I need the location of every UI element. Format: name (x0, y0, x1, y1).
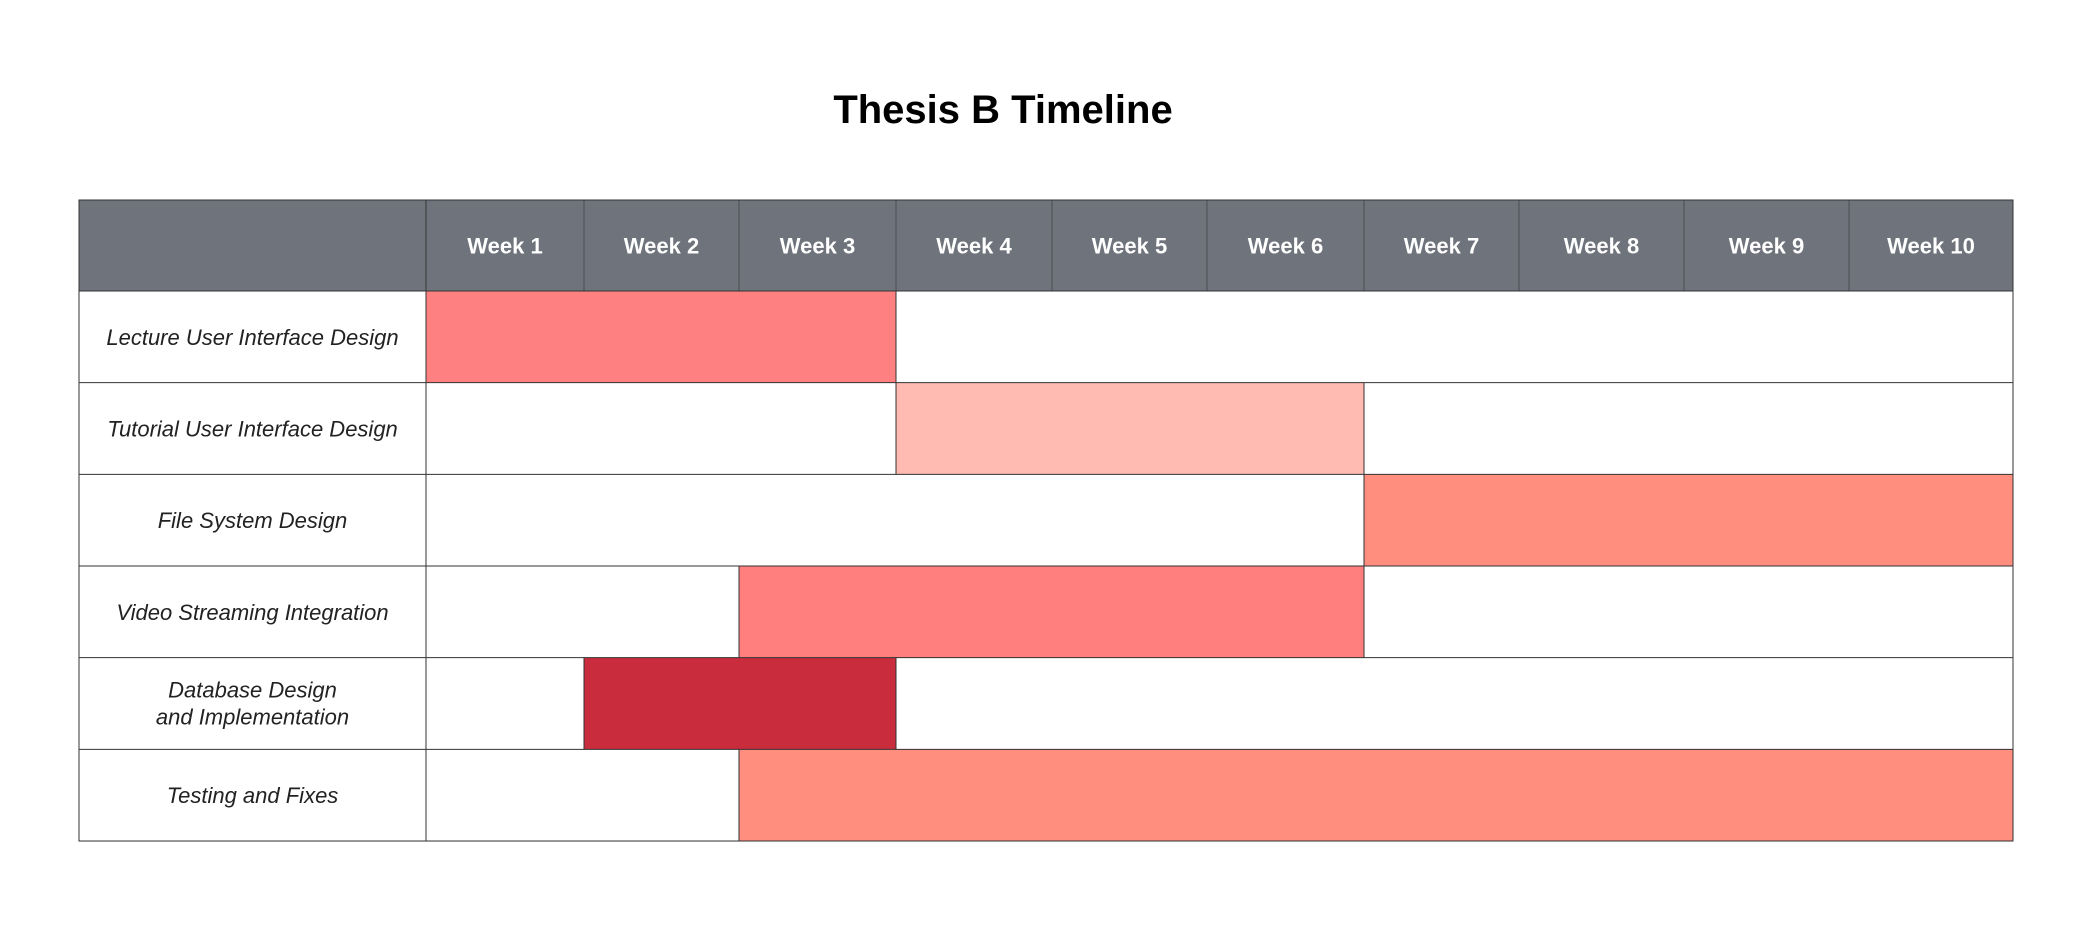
chart-title: Thesis B Timeline (833, 88, 1173, 132)
task-label: Lecture User Interface Design (106, 325, 398, 350)
week-label: Week 9 (1729, 234, 1804, 259)
labels: Week 1 Week 2 Week 3 Week 4 Week 5 Week 6 Week… (106, 234, 1974, 809)
week-label: Week 4 (936, 234, 1012, 259)
grid-lines (78, 199, 2014, 842)
task-label: File System Design (158, 508, 348, 533)
header-row (79, 200, 2013, 291)
header-background (79, 200, 2013, 291)
task-bar (739, 566, 1364, 658)
week-label: Week 5 (1092, 234, 1167, 259)
task-bar (896, 382, 1364, 475)
week-label: Week 7 (1404, 234, 1479, 259)
week-label: Week 10 (1887, 234, 1975, 259)
task-bar (739, 749, 2013, 842)
task-bars (426, 291, 2013, 842)
task-bar (426, 291, 896, 383)
week-label: Week 2 (624, 234, 699, 259)
task-bar (1364, 474, 2013, 567)
task-bar (584, 657, 896, 750)
table-border (78, 199, 2014, 842)
task-label: Testing and Fixes (167, 783, 339, 808)
task-label: Video Streaming Integration (116, 600, 388, 625)
week-label: Week 6 (1248, 234, 1323, 259)
task-label: Database Design and Implementation (156, 678, 349, 730)
week-label: Week 3 (780, 234, 855, 259)
task-label: Tutorial User Interface Design (107, 417, 398, 442)
week-label: Week 1 (467, 234, 542, 259)
week-label: Week 8 (1564, 234, 1639, 259)
